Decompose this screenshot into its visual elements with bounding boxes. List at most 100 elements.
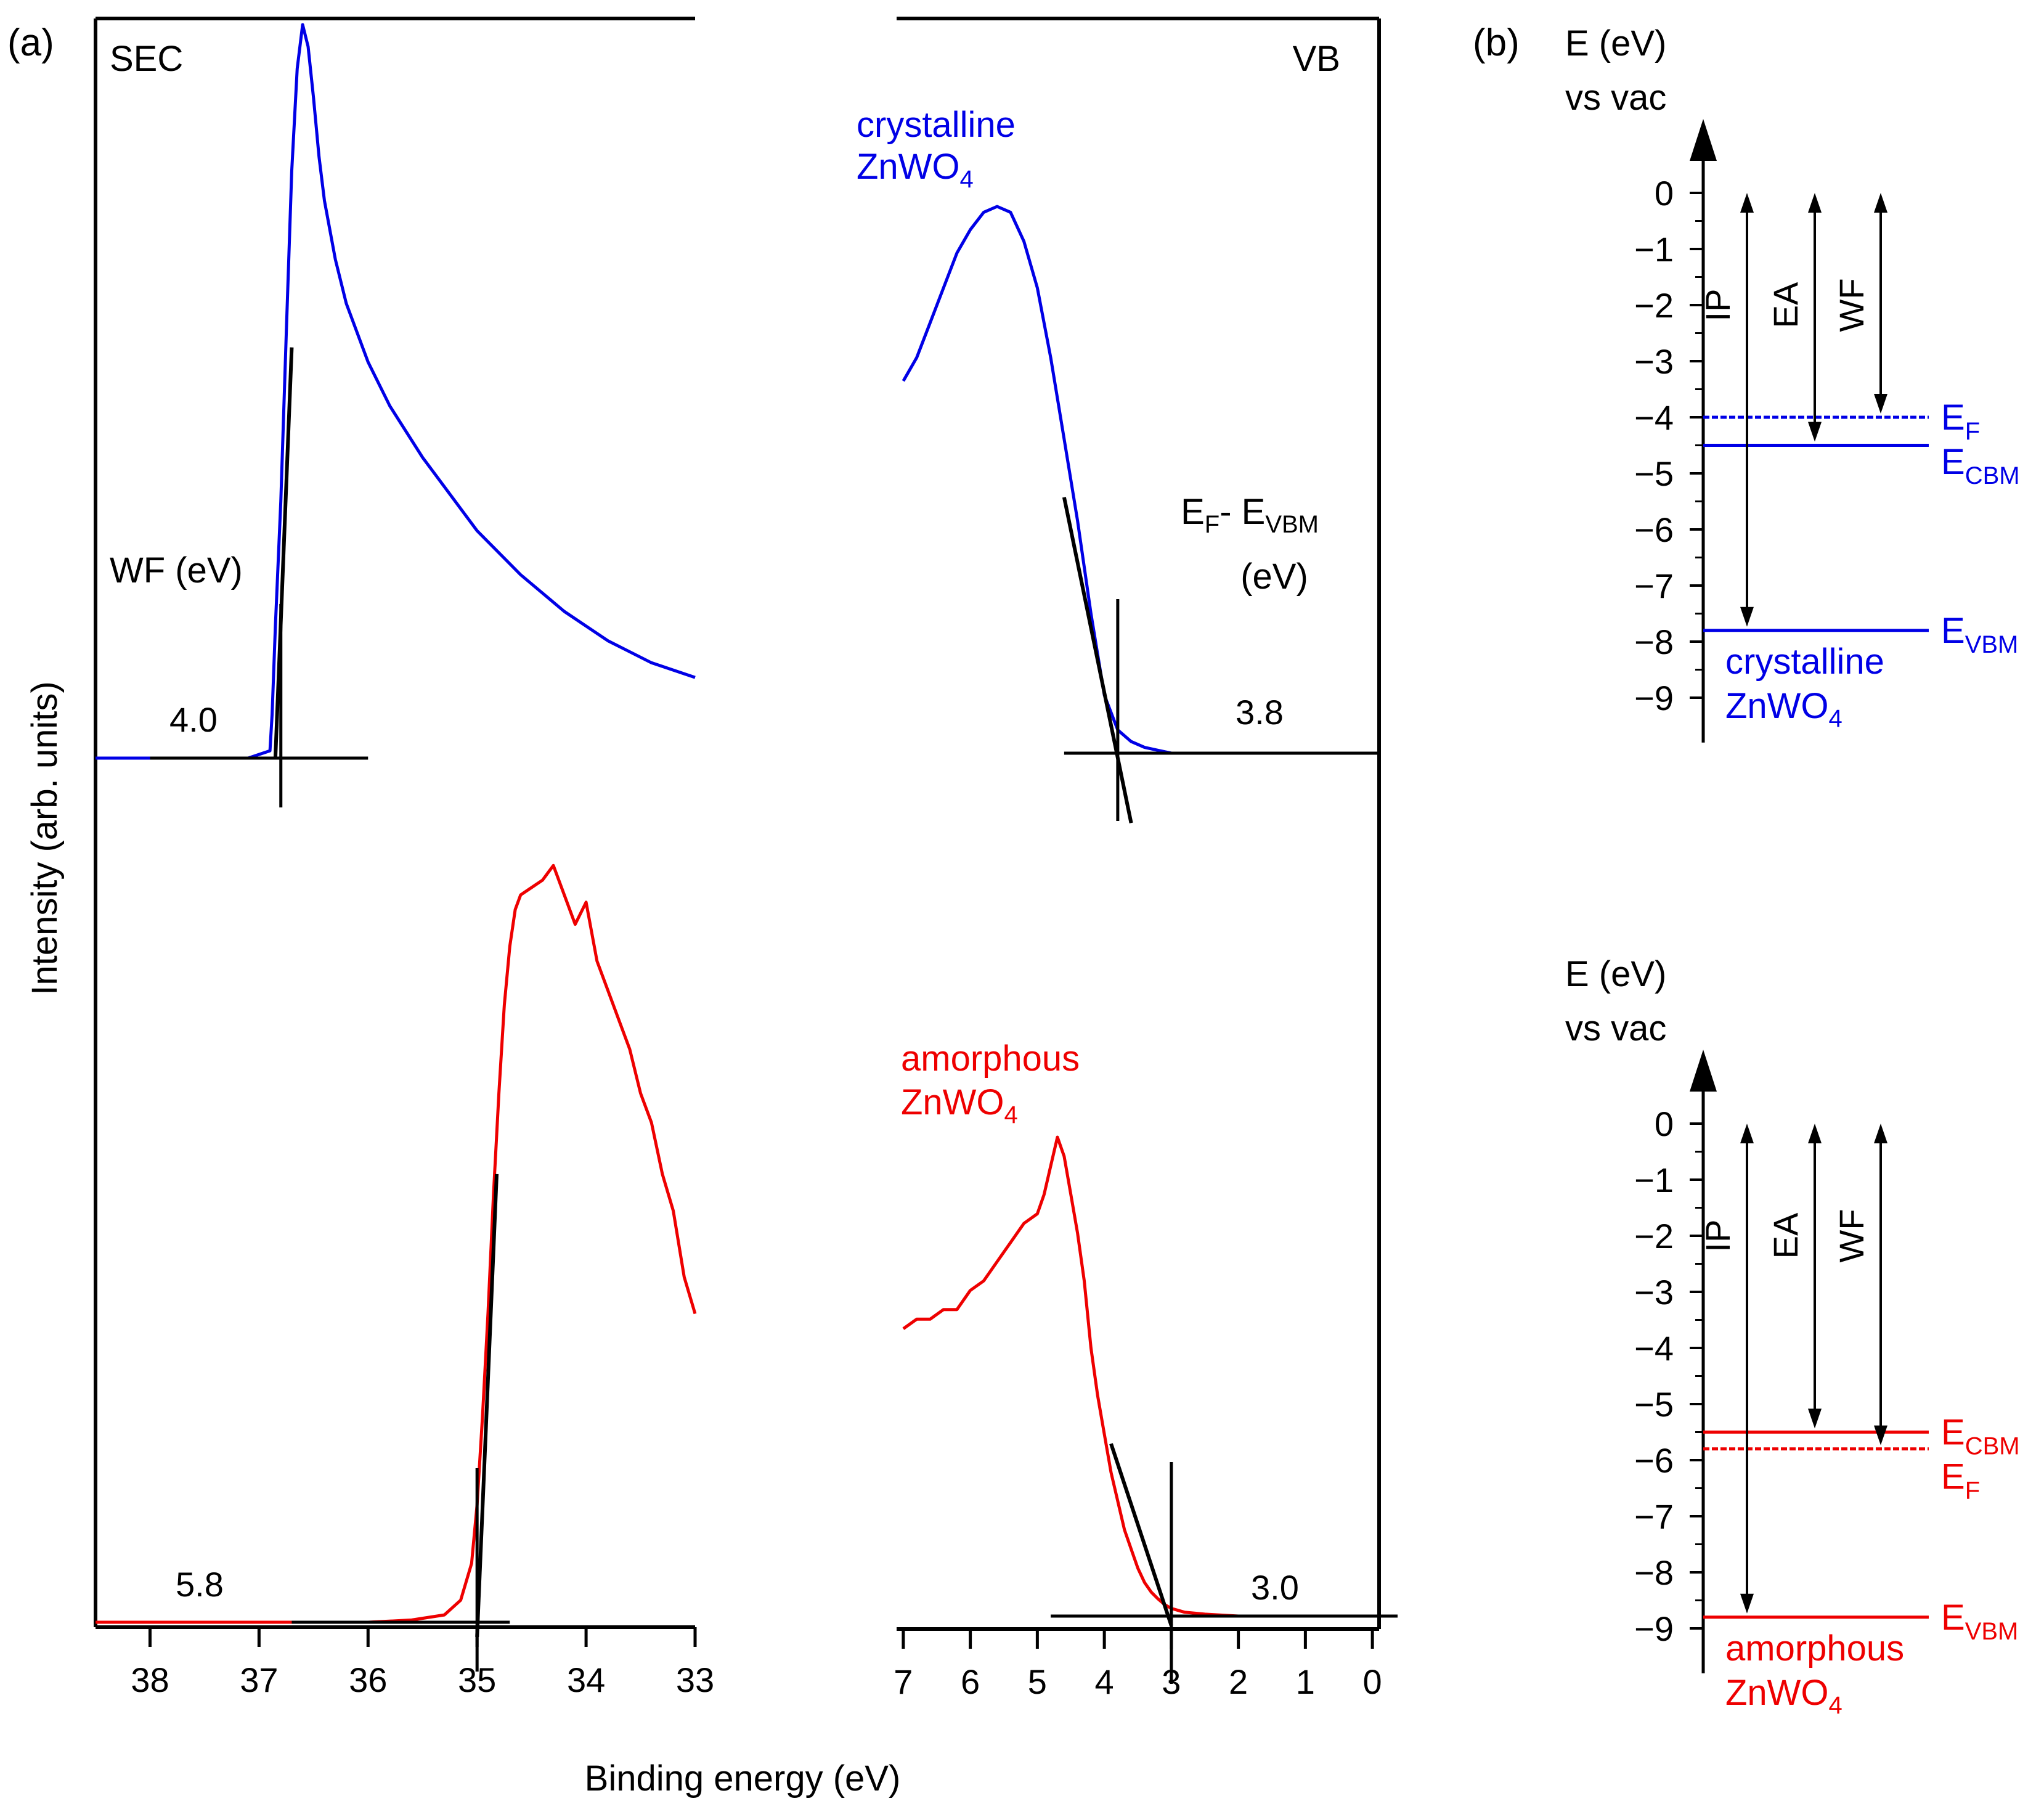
energy-level-diagram-crystalline: E (eV) vs vac 0−1−2−3−4−5−6−7−8−9EFECBME… bbox=[1565, 23, 2020, 743]
panel-label-b: (b) bbox=[1473, 22, 1520, 64]
level-top-y-tick-label: −4 bbox=[1634, 398, 1674, 437]
level-bot-y-tick-label: −7 bbox=[1634, 1497, 1674, 1536]
sec-amorphous-wf-value: 5.8 bbox=[176, 1565, 224, 1604]
level-bot-y-tick-label: −9 bbox=[1634, 1609, 1674, 1648]
level-bot-level-label-e-vbm: EVBM bbox=[1941, 1598, 2018, 1645]
level-top-level-label-e-cbm: ECBM bbox=[1941, 442, 2020, 489]
level-top-material-formula-sub: 4 bbox=[1829, 705, 1842, 732]
level-bot-material-line2: ZnWO4 bbox=[1725, 1673, 1842, 1719]
vb-fit-line bbox=[1109, 1443, 1173, 1627]
level-top-level-label-sub: VBM bbox=[1965, 631, 2019, 658]
vb-line-amorphous bbox=[902, 1135, 1373, 1618]
level-bot-y-tick-label: −5 bbox=[1634, 1385, 1674, 1424]
vb-line-crystalline bbox=[902, 205, 1373, 755]
level-top-level-label-sub: CBM bbox=[1965, 462, 2020, 489]
level-top-y-tick-label: −8 bbox=[1634, 623, 1674, 661]
vb-evbm-sub: VBM bbox=[1265, 511, 1319, 538]
x-axis-label: Binding energy (eV) bbox=[585, 1758, 901, 1799]
level-top-level-label-sub: F bbox=[1965, 418, 1980, 445]
level-bot-ylabel-line1: E (eV) bbox=[1565, 954, 1666, 994]
sec-x-tick-label: 33 bbox=[676, 1660, 714, 1699]
level-top-ylabel-line1: E (eV) bbox=[1565, 23, 1666, 63]
vb-frame bbox=[897, 17, 1381, 1631]
vb-x-tick-label: 2 bbox=[1229, 1662, 1248, 1701]
sec-x-tick-label: 38 bbox=[131, 1660, 169, 1699]
level-bot-arrow-head-down bbox=[1808, 1408, 1822, 1429]
vb-x-tick-label: 6 bbox=[961, 1662, 980, 1701]
level-bot-material-line1: amorphous bbox=[1725, 1628, 1904, 1668]
level-top-y-tick-label: −5 bbox=[1634, 454, 1674, 493]
vb-crystalline-value: 3.8 bbox=[1236, 693, 1284, 732]
level-bot-level-label-main: E bbox=[1941, 1413, 1965, 1453]
vb-crystalline-formula-sub: 4 bbox=[960, 166, 974, 193]
level-bot-material-formula-sub: 4 bbox=[1829, 1692, 1842, 1719]
level-top-material-line1: crystalline bbox=[1725, 642, 1884, 682]
level-bot-level-label-sub: CBM bbox=[1965, 1433, 2020, 1460]
sec-x-tick-label: 34 bbox=[567, 1660, 605, 1699]
y-axis-label: Intensity (arb. units) bbox=[25, 681, 65, 995]
level-top-axis-arrowhead bbox=[1690, 119, 1717, 161]
vb-x-tick-label: 1 bbox=[1296, 1662, 1315, 1701]
level-top-y-tick-label: −7 bbox=[1634, 566, 1674, 605]
sec-x-tick-label: 37 bbox=[240, 1660, 278, 1699]
level-bot-y-tick-label: −1 bbox=[1634, 1161, 1674, 1199]
level-top-y-tick-label: −9 bbox=[1634, 679, 1674, 717]
level-bot-level-label-main: E bbox=[1941, 1457, 1965, 1497]
level-top-level-label-main: E bbox=[1941, 442, 1965, 482]
vb-crystalline-label-line2: ZnWO4 bbox=[857, 147, 974, 193]
level-bot-axis-arrowhead bbox=[1690, 1050, 1717, 1092]
sec-fit-line bbox=[273, 347, 294, 759]
level-top-level-label-main: E bbox=[1941, 611, 1965, 651]
level-bot-arrow-head-up bbox=[1808, 1124, 1822, 1143]
level-bot-arrow-label-wf: WF bbox=[1832, 1209, 1871, 1262]
level-bot-level-label-e-f: EF bbox=[1941, 1457, 1980, 1505]
level-bot-level-label-e-cbm: ECBM bbox=[1941, 1413, 2020, 1460]
vb-ef-evbm-label: EF- EVBM bbox=[1181, 492, 1319, 538]
vb-crystalline-label-line1: crystalline bbox=[857, 105, 1016, 145]
sec-line-crystalline bbox=[96, 23, 696, 760]
sec-series bbox=[96, 23, 697, 1672]
sec-title: SEC bbox=[110, 39, 183, 79]
vb-amorphous-label-line1: amorphous bbox=[901, 1039, 1080, 1079]
vb-fit-line bbox=[1062, 497, 1133, 823]
level-top-arrow-head-down bbox=[1740, 606, 1754, 627]
sec-chart: 38 37 36 35 34 33 SEC WF (eV) 4.0 5.8 bbox=[94, 17, 714, 1699]
level-bot-level-label-sub: F bbox=[1965, 1477, 1980, 1505]
level-bot-arrow-head-up bbox=[1874, 1124, 1887, 1143]
level-top-material-formula: ZnWO bbox=[1725, 686, 1829, 726]
sec-line-amorphous bbox=[96, 864, 697, 1624]
energy-level-diagram-amorphous: E (eV) vs vac 0−1−2−3−4−5−6−7−8−9ECBMEFE… bbox=[1565, 954, 2020, 1719]
level-bot-y-tick-label: −2 bbox=[1634, 1217, 1674, 1256]
vb-x-tick-label: 0 bbox=[1363, 1662, 1382, 1701]
vb-chart: 76543210 VB crystalline ZnWO4 amorphous … bbox=[857, 17, 1398, 1701]
level-bot-level-label-sub: VBM bbox=[1965, 1618, 2019, 1645]
sec-frame bbox=[94, 17, 695, 1629]
level-bot-ylabel-line2: vs vac bbox=[1565, 1008, 1666, 1048]
vb-amorphous-formula: ZnWO bbox=[901, 1082, 1004, 1122]
vb-series bbox=[902, 205, 1398, 1684]
level-top-level-label-e-f: EF bbox=[1941, 398, 1980, 445]
level-top-y-tick-label: −2 bbox=[1634, 286, 1674, 325]
panel-label-a: (a) bbox=[7, 22, 54, 64]
level-bot-arrow-head-up bbox=[1740, 1124, 1754, 1143]
level-top-arrow-head-down bbox=[1808, 422, 1822, 442]
level-top-material-line2: ZnWO4 bbox=[1725, 686, 1842, 732]
level-top-ylabel-line2: vs vac bbox=[1565, 78, 1666, 118]
level-top-arrow-head-up bbox=[1808, 193, 1822, 213]
level-top-y-tick-label: −1 bbox=[1634, 230, 1674, 269]
vb-title: VB bbox=[1293, 39, 1340, 79]
level-top-y-tick-label: 0 bbox=[1655, 174, 1674, 213]
vb-x-tick-label: 7 bbox=[894, 1662, 913, 1701]
level-top-arrow-label-wf: WF bbox=[1832, 278, 1871, 332]
vb-amorphous-label-line2: ZnWO4 bbox=[901, 1082, 1018, 1129]
vb-amorphous-formula-sub: 4 bbox=[1004, 1101, 1018, 1129]
level-top-y-tick-label: −3 bbox=[1634, 342, 1674, 381]
vb-amorphous-value: 3.0 bbox=[1251, 1568, 1299, 1607]
level-bot-y-tick-label: −8 bbox=[1634, 1553, 1674, 1592]
level-bot-arrow-label-ea: EA bbox=[1766, 1212, 1805, 1259]
level-bot-arrow-label-ip: IP bbox=[1698, 1220, 1737, 1252]
level-top-arrow-label-ip: IP bbox=[1698, 289, 1737, 322]
